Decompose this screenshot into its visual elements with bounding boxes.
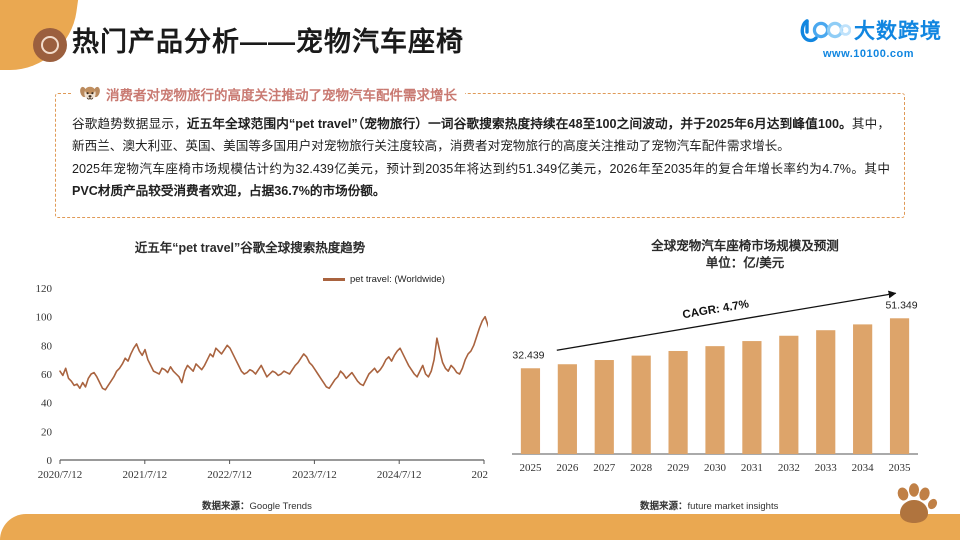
brand-logo: 大数跨境 www.10100.com: [797, 18, 942, 60]
line-chart-title: 近五年“pet travel”谷歌全球搜索热度趋势: [134, 241, 366, 255]
bar-chart-title-line2: 单位：亿/美元: [705, 256, 785, 270]
bar-x-tick: 2033: [815, 462, 838, 474]
dog-face-icon: [80, 86, 100, 100]
line-chart-source: 数据来源：Google Trends: [202, 498, 312, 512]
bar-chart-title-line1: 全球宠物汽车座椅市场规模及预测: [651, 239, 839, 253]
bar-2035: [889, 318, 910, 454]
line-y-tick: 20: [41, 426, 53, 438]
paw-print-icon: [897, 483, 938, 523]
bar-x-tick: 2031: [741, 462, 763, 474]
brand-url: www.10100.com: [822, 48, 915, 60]
line-y-tick: 60: [41, 369, 53, 381]
para1-seg1: 谷歌趋势数据显示，: [72, 117, 187, 131]
line-y-tick: 40: [41, 398, 53, 410]
line-x-tick: 2021/7/12: [122, 469, 167, 481]
circle-target-icon: [33, 28, 67, 62]
bar-2029: [668, 350, 688, 454]
bar-2030: [705, 346, 725, 454]
line-x-tick: 2023/7/12: [292, 469, 337, 481]
line-x-tick: 2020/7/12: [38, 469, 83, 481]
line-source-value: Google Trends: [249, 501, 312, 512]
bar-2025: [520, 368, 541, 454]
bar-2027: [594, 360, 614, 454]
bar-x-tick: 2025: [519, 462, 542, 474]
line-y-tick: 120: [36, 283, 53, 295]
para2-seg1: 2025年宠物汽车座椅市场规模估计约为32.439亿美元，预计到2035年将达到…: [72, 161, 890, 176]
bar-x-tick: 2030: [704, 462, 727, 474]
line-source-label: 数据来源：: [202, 501, 250, 512]
bar-x-tick: 2034: [852, 462, 875, 474]
cagr-annotation-label: CAGR: 4.7%: [682, 298, 750, 321]
line-x-tick: 2022/7/12: [207, 469, 252, 481]
line-x-tick: 2025/: [471, 469, 488, 481]
bar-x-tick: 2026: [556, 462, 579, 474]
line-x-tick: 2024/7/12: [377, 469, 422, 481]
callout-box: [55, 93, 905, 218]
callout-paragraph-1: 谷歌趋势数据显示，近五年全球范围内“pet travel”（宠物旅行）一词谷歌搜…: [72, 113, 890, 158]
legend-label: pet travel: (Worldwide): [350, 274, 445, 285]
callout-heading-text: 消费者对宠物旅行的高度关注推动了宠物汽车配件需求增长: [106, 88, 457, 103]
line-chart-legend: pet travel: (Worldwide): [323, 274, 445, 285]
bar-x-tick: 2032: [778, 462, 800, 474]
line-chart: 0 20 40 60 80 100 120 2020/7/12 2021/7/12 2022/7/…: [36, 283, 488, 481]
line-series-path: [59, 315, 488, 391]
para1-seg2: 近五年全球范围内“pet travel”（宠物旅行）一词谷歌搜索热度持续在48至…: [186, 117, 852, 131]
bottom-band-decoration: [0, 514, 960, 540]
bar-chart-source: 数据来源：future market insights: [640, 498, 778, 512]
callout-paragraph-2: 2025年宠物汽车座椅市场规模估计约为32.439亿美元，预计到2035年将达到…: [72, 158, 890, 203]
bar-value-label-2035: 51.349: [885, 299, 917, 311]
bar-2031: [742, 341, 762, 454]
page-title: 热门产品分析——宠物汽车座椅: [72, 27, 464, 57]
legend-swatch: [323, 278, 345, 281]
bar-chart-title: 全球宠物汽车座椅市场规模及预测 单位：亿/美元: [570, 238, 920, 272]
bar-2033: [816, 330, 836, 454]
bar-x-tick: 2029: [667, 462, 690, 474]
bar-2034: [853, 324, 873, 454]
bar-x-tick: 2028: [630, 462, 653, 474]
line-y-tick: 80: [41, 340, 53, 352]
line-y-tick: 100: [36, 312, 53, 324]
callout-body: 谷歌趋势数据显示，近五年全球范围内“pet travel”（宠物旅行）一词谷歌搜…: [72, 113, 890, 203]
10100-logo-icon: [800, 19, 851, 43]
bar-source-value: future market insights: [687, 501, 779, 512]
bar-source-label: 数据来源：: [640, 501, 688, 512]
callout-heading: 消费者对宠物旅行的高度关注推动了宠物汽车配件需求增长: [72, 84, 465, 104]
para2-seg2: PVC材质产品较受消费者欢迎，占据36.7%的市场份额。: [72, 184, 386, 199]
bar-x-tick: 2035: [889, 462, 912, 474]
para1-seg3: 其中，新西兰、澳大利亚、英国、美国等多国用户对宠物旅行关注度较高，消费者对宠物旅…: [72, 117, 891, 154]
line-y-tick: 0: [47, 455, 53, 467]
bar-2028: [631, 355, 651, 454]
cagr-arrow-icon: [556, 290, 897, 351]
brand-name: 大数跨境: [854, 19, 942, 43]
bar-value-label-2025: 32.439: [512, 349, 544, 361]
bar-x-tick: 2027: [593, 462, 616, 474]
bar-2032: [779, 335, 799, 454]
bar-2026: [557, 364, 577, 454]
bar-chart: 2025 32.439 2026 2027 2028 2029 2030 2031 2032 20…: [512, 290, 918, 474]
